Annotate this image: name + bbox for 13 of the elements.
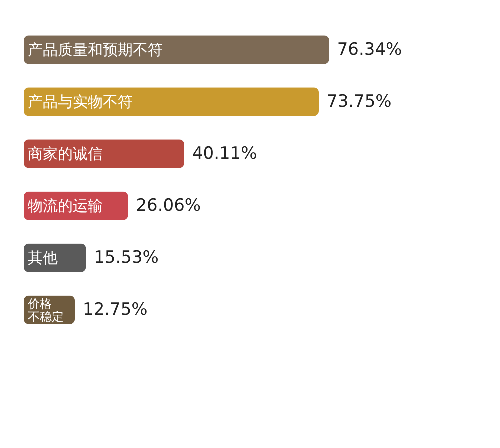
data-label: 40.11% <box>192 144 258 164</box>
y-tick-label: 物流的运输 <box>28 197 103 216</box>
data-label: 26.06% <box>136 196 202 216</box>
data-label: 73.75% <box>327 92 392 112</box>
y-tick-label: 其他 <box>28 249 58 268</box>
bar <box>24 88 319 116</box>
y-tick-label: 价格不稳定 <box>27 297 64 324</box>
data-label: 15.53% <box>94 248 159 268</box>
y-tick-label: 产品质量和预期不符 <box>28 40 163 59</box>
data-label: 12.75% <box>83 300 148 320</box>
y-tick-label: 商家的诚信 <box>28 144 103 163</box>
data-label: 76.34% <box>337 40 402 60</box>
y-tick-label: 产品与实物不符 <box>28 92 133 111</box>
